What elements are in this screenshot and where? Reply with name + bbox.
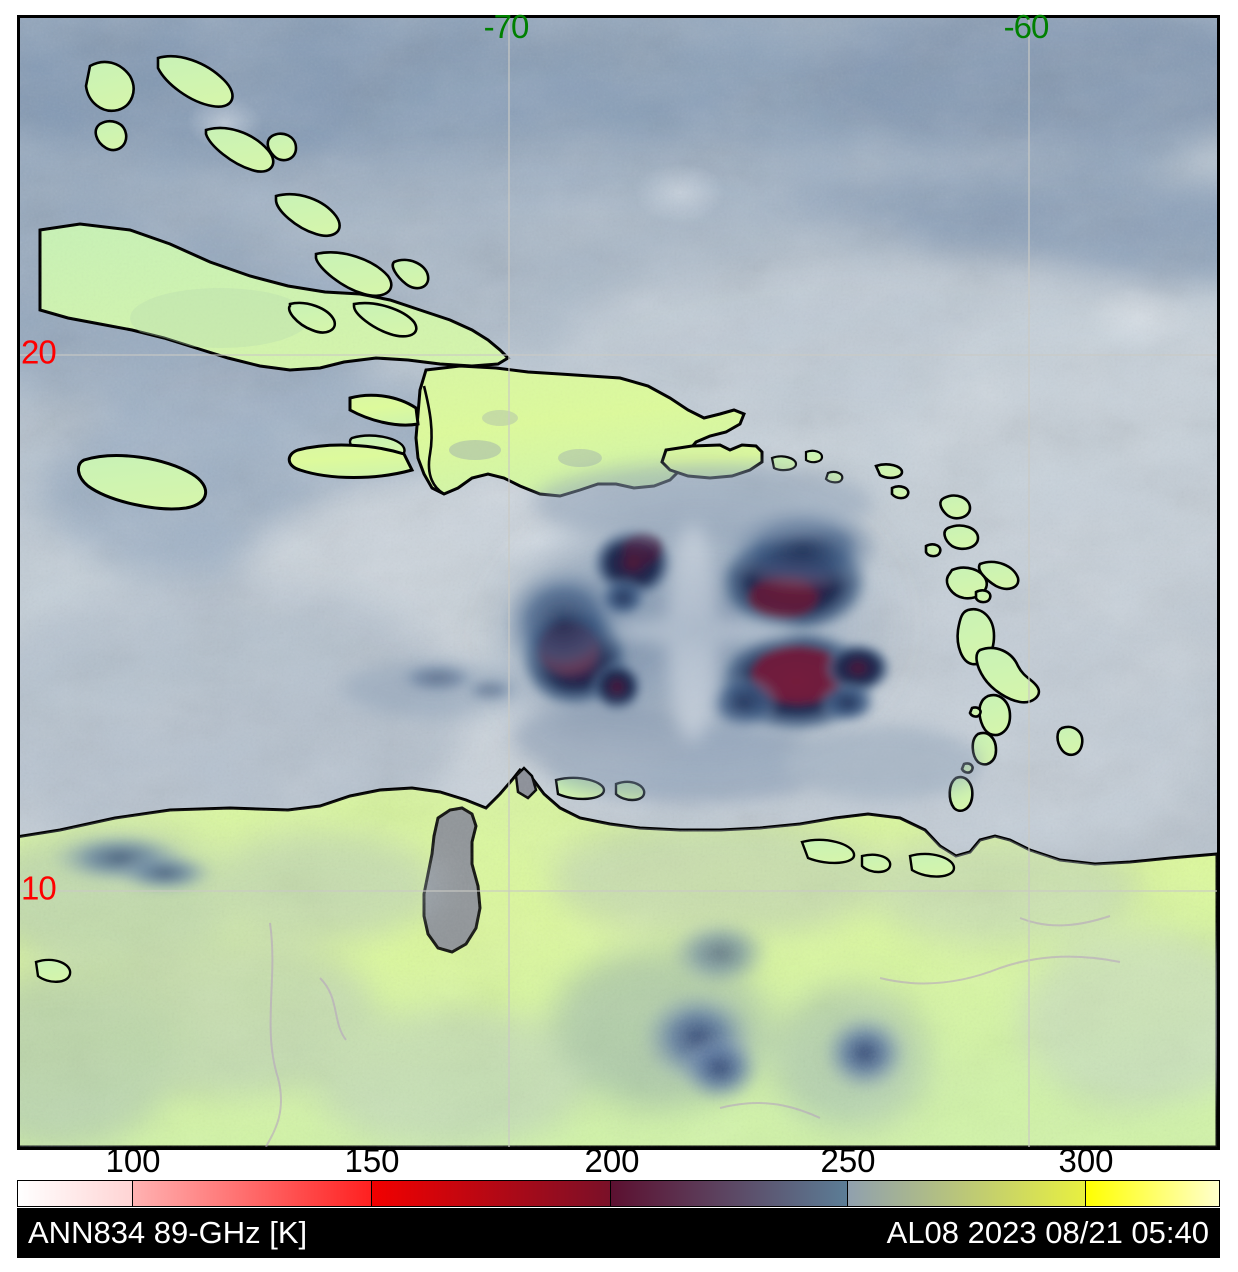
colorbar-tick-200: 200 (584, 1142, 640, 1179)
footer-bar: ANN834 89-GHz [K] AL08 2023 08/21 05:40 (17, 1208, 1220, 1258)
colorbar-segment-2 (372, 1181, 612, 1206)
colorbar-segment-3 (611, 1181, 848, 1206)
bahamas-islands (84, 54, 430, 338)
storm-timestamp-label: AL08 2023 08/21 05:40 (886, 1215, 1209, 1250)
convection-complex (343, 463, 983, 803)
satellite-map-panel[interactable] (17, 15, 1220, 1150)
landmass-jamaica (77, 454, 208, 511)
map-image-area[interactable] (20, 18, 1217, 1147)
colorbar-tick-150: 150 (344, 1142, 400, 1179)
land-texture-sa (20, 770, 1217, 1147)
colorbar-segment-5 (1085, 1181, 1219, 1206)
colorbar-tick-labels: 100 150 200 250 300 (17, 1144, 1220, 1178)
colorbar-tick-100: 100 (105, 1142, 161, 1179)
brightness-temperature-colorbar[interactable] (17, 1180, 1220, 1207)
colorbar-segment-0 (18, 1181, 134, 1206)
colorbar-tick-300: 300 (1058, 1142, 1114, 1179)
colorbar-tick-250: 250 (820, 1142, 876, 1179)
map-graphics (20, 18, 1217, 1147)
product-label: ANN834 89-GHz [K] (28, 1215, 308, 1250)
graticule (20, 18, 1217, 1147)
colorbar-segment-4 (847, 1181, 1086, 1206)
colorbar-segment-1 (133, 1181, 373, 1206)
secondary-convection (50, 662, 516, 893)
lesser-antilles-islands (874, 463, 1084, 812)
